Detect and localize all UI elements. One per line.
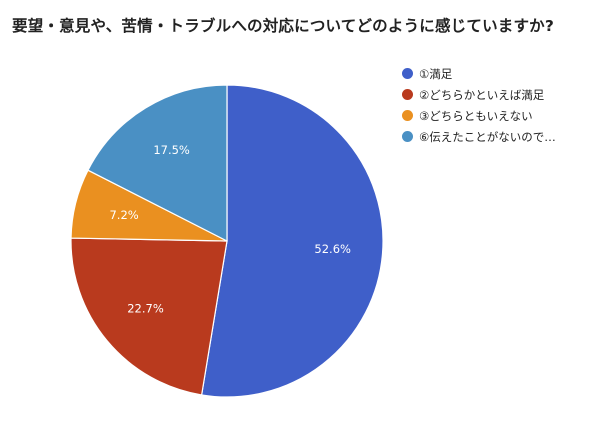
legend-swatch	[402, 131, 413, 142]
chart-legend: ①満足 ②どちらかといえば満足 ③どちらともいえない ⑥伝えたことがないので…	[402, 63, 556, 147]
legend-item: ②どちらかといえば満足	[402, 84, 556, 105]
legend-item: ③どちらともいえない	[402, 105, 556, 126]
legend-swatch	[402, 89, 413, 100]
legend-swatch	[402, 68, 413, 79]
legend-label: ①満足	[419, 66, 453, 81]
slice-value-label: 7.2%	[109, 208, 138, 222]
legend-label: ⑥伝えたことがないので…	[419, 129, 556, 144]
legend-item: ⑥伝えたことがないので…	[402, 126, 556, 147]
slice-value-label: 22.7%	[127, 301, 164, 315]
legend-item: ①満足	[402, 63, 556, 84]
slice-value-label: 52.6%	[314, 242, 351, 256]
chart-title: 要望・意見や、苦情・トラブルへの対応についてどのように感じていますか?	[12, 17, 555, 35]
pie-slice-2	[70, 237, 228, 396]
legend-swatch	[402, 110, 413, 121]
pie-slice-4	[87, 84, 228, 242]
pie-slice-1	[200, 84, 384, 398]
legend-label: ③どちらともいえない	[419, 108, 533, 123]
slice-value-label: 17.5%	[153, 143, 190, 157]
legend-label: ②どちらかといえば満足	[419, 87, 545, 102]
